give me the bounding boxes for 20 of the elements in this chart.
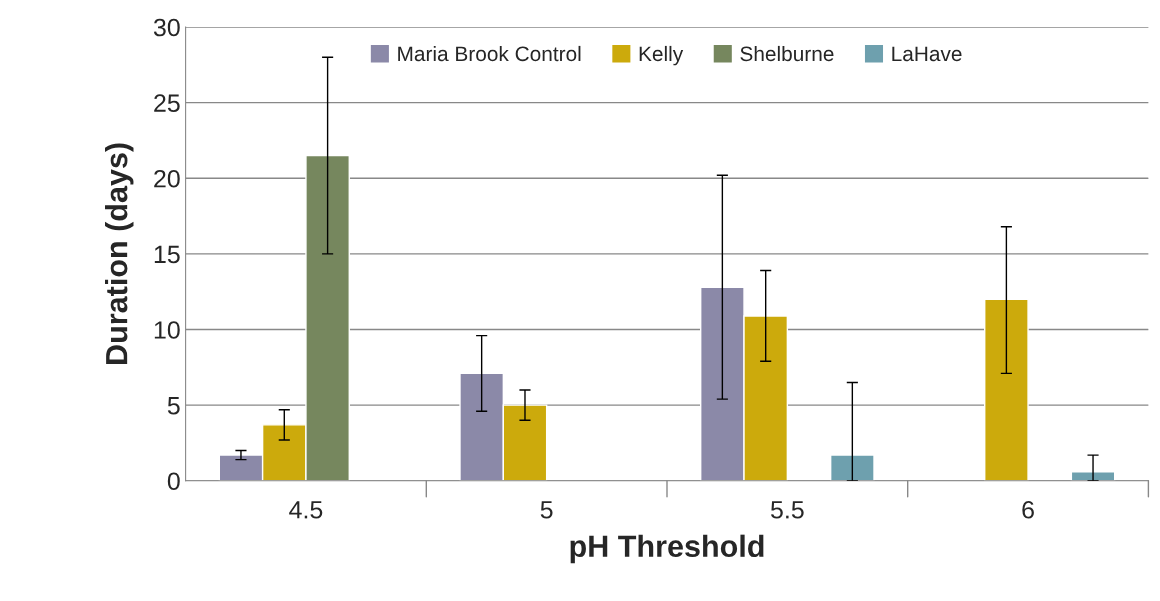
- y-tick-label: 20: [154, 169, 180, 188]
- legend-label: Maria Brook Control: [398, 45, 581, 62]
- bar: [829, 454, 875, 481]
- x-tick-label: 5.5: [770, 501, 804, 519]
- y-tick-label: 5: [167, 397, 180, 415]
- bar: [984, 298, 1029, 481]
- legend-label: LaHave: [892, 46, 962, 62]
- x-tick-label: 4.5: [289, 501, 323, 519]
- y-tick-label: 15: [154, 245, 180, 264]
- bar: [1070, 471, 1116, 481]
- x-axis-title: pH Threshold: [570, 534, 764, 564]
- y-tick-label: 0: [167, 472, 180, 491]
- y-axis-title: Duration (days): [105, 143, 134, 364]
- x-tick-label: 5: [540, 501, 553, 519]
- x-tick-label: 6: [1022, 500, 1034, 519]
- legend-label: Kelly: [639, 45, 684, 66]
- y-tick-label: 30: [153, 18, 180, 37]
- legend-label: Shelburne: [740, 45, 834, 62]
- y-tick-label: 25: [154, 94, 180, 112]
- y-tick-label: 10: [154, 321, 180, 339]
